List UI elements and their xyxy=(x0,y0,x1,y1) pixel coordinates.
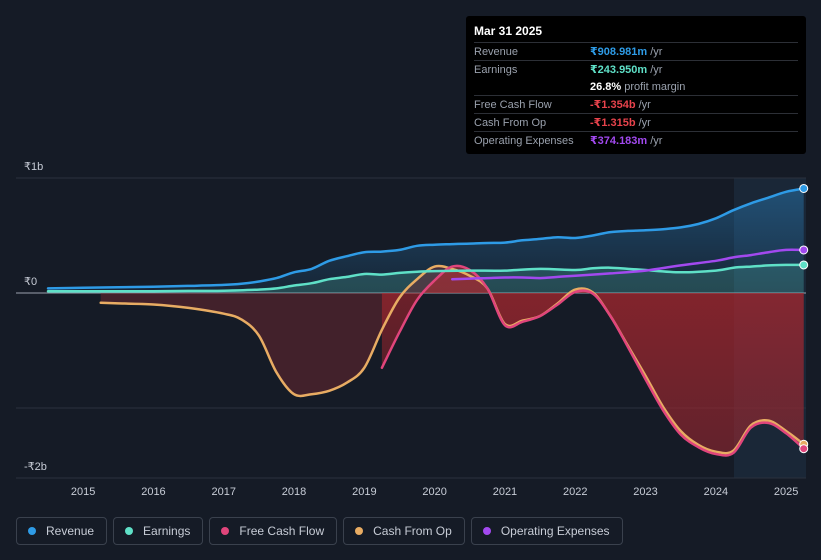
x-tick-label: 2019 xyxy=(352,486,376,498)
legend-label: Earnings xyxy=(143,524,191,538)
operating-expenses-end-point xyxy=(799,245,809,255)
tooltip-label: Revenue xyxy=(474,45,519,58)
tooltip-date: Mar 31 2025 xyxy=(474,24,543,38)
x-tick-label: 2024 xyxy=(704,486,728,498)
cash-from-op-line xyxy=(99,264,805,455)
revenue-line xyxy=(46,187,805,290)
x-tick-label: 2022 xyxy=(563,486,587,498)
tooltip-unit: /yr xyxy=(650,134,663,147)
chart-area: ₹1b ₹0 -₹2b 2015 2016 2017 2018 2019 2020 2021 20… xyxy=(16,161,809,498)
tooltip-unit: /yr xyxy=(650,45,663,58)
tooltip-row-cfo: Cash From Op -₹1.315b /yr xyxy=(474,113,798,131)
tooltip-label: Operating Expenses xyxy=(474,134,574,147)
legend-label: Operating Expenses xyxy=(500,524,610,538)
legend-opex-button[interactable]: Operating Expenses xyxy=(470,517,623,545)
legend-label: Free Cash Flow xyxy=(239,524,325,538)
y-tick-label: -₹2b xyxy=(24,461,47,473)
legend-label: Revenue xyxy=(46,524,95,538)
x-tick-label: 2018 xyxy=(282,486,306,498)
tooltip-row-fcf: Free Cash Flow -₹1.354b /yr xyxy=(474,95,798,113)
operating-expenses-line xyxy=(450,248,805,281)
legend-fcf-button[interactable]: Free Cash Flow xyxy=(209,517,338,545)
tooltip-value: -₹1.354b xyxy=(590,99,636,111)
x-tick-label: 2023 xyxy=(633,486,657,498)
revenue-end-point xyxy=(799,183,809,193)
tooltip-value: ₹243.950m xyxy=(590,64,648,76)
tooltip-label: Cash From Op xyxy=(474,116,547,129)
tooltip-unit: /yr xyxy=(638,116,651,129)
legend-dot-icon xyxy=(482,527,491,535)
tooltip: Mar 31 2025 Revenue ₹908.981m /yr Earnin… xyxy=(466,16,806,154)
tooltip-value: -₹1.315b xyxy=(590,117,636,129)
free-cash-flow-line xyxy=(380,264,805,457)
legend-dot-icon xyxy=(355,527,364,535)
legend-revenue-button[interactable]: Revenue xyxy=(16,517,108,545)
tooltip-label: Free Cash Flow xyxy=(474,98,552,111)
x-tick-label: 2016 xyxy=(141,486,165,498)
legend-dot-icon xyxy=(221,527,230,535)
x-tick-label: 2015 xyxy=(71,486,95,498)
tooltip-row-opex: Operating Expenses ₹374.183m /yr xyxy=(474,131,798,149)
free-cash-flow-area xyxy=(381,265,804,456)
legend-cfo-button[interactable]: Cash From Op xyxy=(343,517,465,545)
tooltip-row-revenue: Revenue ₹908.981m /yr xyxy=(474,42,798,60)
legend: Revenue Earnings Free Cash Flow Cash Fro… xyxy=(16,517,629,545)
tooltip-unit: /yr xyxy=(650,63,663,76)
x-tick-label: 2025 xyxy=(774,486,798,498)
y-tick-label: ₹0 xyxy=(24,276,37,288)
x-tick-label: 2017 xyxy=(212,486,236,498)
tooltip-value: 26.8% xyxy=(590,80,622,93)
tooltip-value: ₹908.981m xyxy=(590,46,648,58)
tooltip-row-earnings: Earnings ₹243.950m /yr xyxy=(474,60,798,78)
x-tick-label: 2020 xyxy=(422,486,446,498)
tooltip-row-margin: 26.8% profit margin xyxy=(474,78,798,95)
legend-dot-icon xyxy=(28,527,36,535)
legend-earnings-button[interactable]: Earnings xyxy=(113,517,204,545)
tooltip-unit: /yr xyxy=(638,98,651,111)
earnings-end-point xyxy=(799,260,809,270)
legend-dot-icon xyxy=(125,527,134,535)
tooltip-value: ₹374.183m xyxy=(590,135,648,147)
tooltip-label: Earnings xyxy=(474,63,518,76)
legend-label: Cash From Op xyxy=(373,524,452,538)
x-tick-label: 2021 xyxy=(493,486,517,498)
y-tick-label: ₹1b xyxy=(24,161,43,173)
free-cash-flow-end-point xyxy=(799,444,809,454)
tooltip-unit: profit margin xyxy=(624,80,686,93)
earnings-line xyxy=(46,263,805,293)
